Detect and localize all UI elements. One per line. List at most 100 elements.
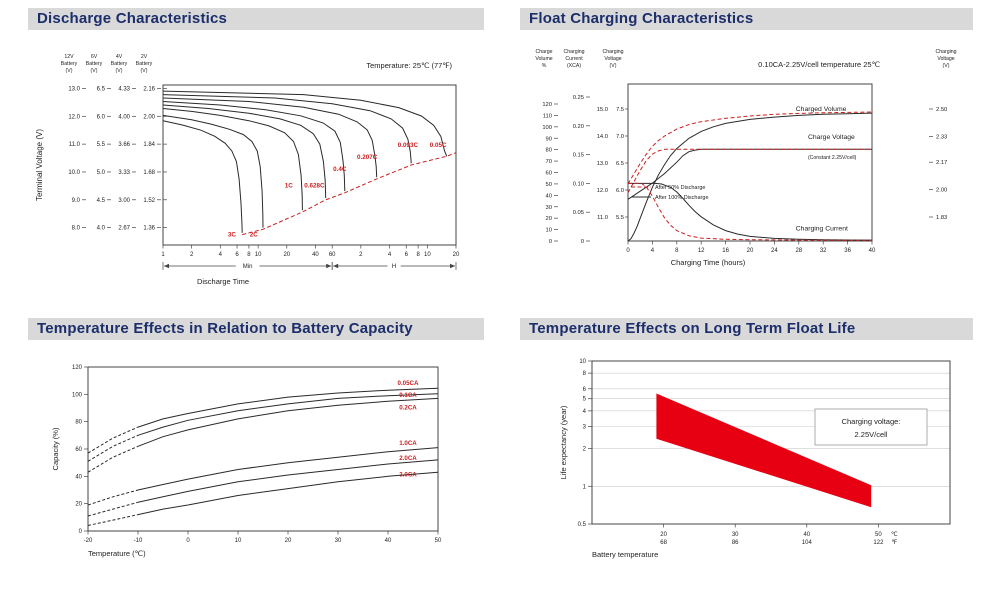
svg-text:80: 80: [75, 420, 82, 426]
svg-text:60: 60: [546, 171, 552, 177]
svg-text:(V): (V): [66, 68, 73, 74]
svg-text:Battery: Battery: [61, 61, 78, 67]
svg-text:3: 3: [583, 425, 587, 431]
svg-text:50: 50: [875, 532, 882, 538]
svg-text:(V): (V): [610, 63, 617, 69]
svg-text:4: 4: [651, 248, 655, 254]
svg-text:2.00: 2.00: [936, 188, 947, 194]
svg-text:6: 6: [235, 252, 239, 258]
svg-text:1: 1: [583, 484, 587, 490]
float-life-chart: 1086543210.5206830864010450122℃℉Charging…: [559, 359, 951, 559]
svg-text:Charging: Charging: [935, 49, 956, 55]
svg-text:40: 40: [546, 193, 552, 199]
panel-float-life: Temperature Effects on Long Term Float L…: [508, 318, 992, 588]
svg-text:Charged Volume: Charged Volume: [796, 106, 847, 113]
series-0.207C: 0.207C: [162, 97, 378, 178]
series-2C: 2C: [162, 114, 264, 238]
svg-text:2.25V/cell: 2.25V/cell: [855, 430, 888, 439]
svg-text:10: 10: [579, 359, 586, 365]
svg-text:10: 10: [255, 252, 262, 258]
svg-text:50: 50: [546, 182, 552, 188]
svg-text:0: 0: [549, 239, 552, 245]
svg-text:70: 70: [546, 159, 552, 165]
svg-text:Charge Voltage: Charge Voltage: [808, 134, 855, 141]
svg-text:Charge: Charge: [535, 49, 552, 55]
svg-text:104: 104: [802, 540, 813, 546]
svg-text:0.628C: 0.628C: [304, 183, 325, 190]
svg-text:Min: Min: [243, 264, 253, 270]
svg-text:2.16: 2.16: [143, 86, 155, 92]
svg-text:80: 80: [546, 148, 552, 154]
svg-text:5.5: 5.5: [97, 142, 106, 148]
svg-text:Charging: Charging: [563, 49, 584, 55]
section-title-temperature-capacity: Temperature Effects in Relation to Batte…: [28, 318, 484, 340]
svg-text:Voltage: Voltage: [937, 56, 954, 62]
svg-text:0.5: 0.5: [578, 522, 587, 528]
svg-text:6V: 6V: [91, 54, 98, 60]
series-charging-current-after-50-discharge: [628, 182, 873, 241]
svg-text:2C: 2C: [250, 231, 259, 238]
svg-text:-10: -10: [134, 538, 143, 544]
svg-text:2.0CA: 2.0CA: [399, 455, 417, 462]
svg-text:14.0: 14.0: [597, 134, 608, 140]
svg-text:Capacity (%): Capacity (%): [51, 427, 60, 470]
svg-text:4: 4: [388, 252, 392, 258]
svg-text:Battery: Battery: [136, 61, 153, 67]
svg-text:20: 20: [75, 502, 82, 508]
svg-text:120: 120: [72, 365, 83, 371]
svg-text:28: 28: [795, 248, 802, 254]
svg-text:Battery temperature: Battery temperature: [592, 550, 658, 559]
svg-text:0.1CA: 0.1CA: [399, 392, 417, 399]
svg-text:40: 40: [75, 474, 82, 480]
svg-text:2: 2: [190, 252, 194, 258]
svg-text:122: 122: [873, 540, 884, 546]
section-title-float-charging: Float Charging Characteristics: [520, 8, 973, 30]
svg-text:3.0CA: 3.0CA: [399, 471, 417, 478]
svg-text:2.33: 2.33: [936, 134, 947, 140]
svg-text:0.15: 0.15: [573, 153, 584, 159]
svg-text:6: 6: [583, 387, 587, 393]
svg-text:After 100% Discharge: After 100% Discharge: [655, 195, 709, 201]
series-1C: 1C: [162, 108, 303, 211]
svg-text:0.20: 0.20: [573, 124, 584, 130]
svg-text:13.0: 13.0: [68, 86, 80, 92]
svg-text:110: 110: [543, 113, 552, 119]
svg-text:20: 20: [747, 248, 754, 254]
svg-text:8.0: 8.0: [72, 226, 81, 232]
svg-text:20: 20: [285, 538, 292, 544]
svg-text:4: 4: [219, 252, 223, 258]
svg-text:4.5: 4.5: [97, 198, 106, 204]
svg-text:16: 16: [722, 248, 729, 254]
svg-text:After 50% Discharge: After 50% Discharge: [655, 185, 705, 191]
svg-text:7.5: 7.5: [616, 107, 624, 113]
svg-text:Life expectancy (year): Life expectancy (year): [559, 405, 568, 479]
svg-text:Battery: Battery: [86, 61, 103, 67]
svg-text:3.00: 3.00: [118, 198, 130, 204]
svg-text:(XCA): (XCA): [567, 63, 581, 69]
svg-text:12V: 12V: [64, 54, 74, 60]
svg-text:Terminal Voltage (V): Terminal Voltage (V): [35, 129, 44, 201]
svg-text:0.093C: 0.093C: [398, 142, 419, 149]
svg-text:36: 36: [844, 248, 851, 254]
series-0.05CA: 0.05CA: [87, 380, 439, 454]
svg-text:3C: 3C: [228, 231, 237, 238]
series-3.0CA: 3.0CA: [87, 471, 439, 526]
svg-text:3.66: 3.66: [118, 142, 130, 148]
svg-text:10: 10: [424, 252, 431, 258]
section-title-float-life: Temperature Effects on Long Term Float L…: [520, 318, 973, 340]
svg-text:Battery: Battery: [111, 61, 128, 67]
svg-text:90: 90: [546, 136, 552, 142]
panel-float-charging: Float Charging Characteristics 0 4 8 12 16 20…: [508, 8, 992, 310]
svg-text:50: 50: [435, 538, 442, 544]
svg-text:0: 0: [186, 538, 190, 544]
svg-text:8: 8: [247, 252, 251, 258]
svg-text:5: 5: [583, 397, 587, 403]
svg-text:30: 30: [335, 538, 342, 544]
svg-text:3.33: 3.33: [118, 170, 130, 176]
svg-text:(V): (V): [943, 63, 950, 69]
series-1.0CA: 1.0CA: [87, 440, 439, 506]
svg-text:32: 32: [820, 248, 827, 254]
svg-text:Temperature (℃): Temperature (℃): [88, 549, 146, 558]
svg-text:0: 0: [626, 248, 630, 254]
series-0.1CA: 0.1CA: [87, 392, 439, 462]
